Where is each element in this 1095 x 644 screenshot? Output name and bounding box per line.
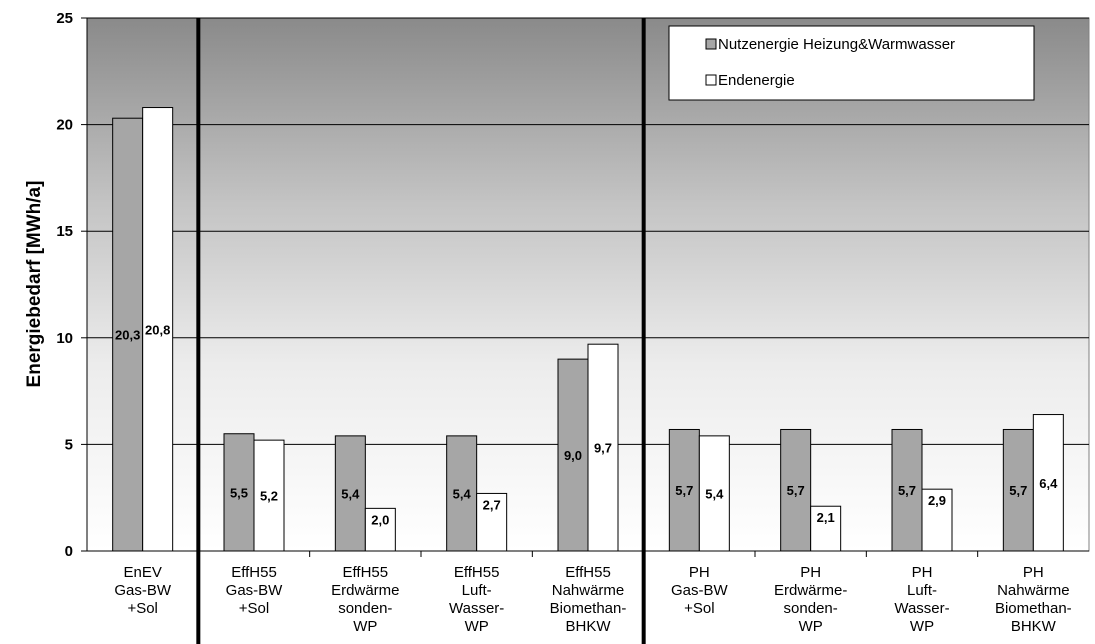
x-category-label: EffH55 Luft-Wasser-WP — [449, 564, 504, 635]
x-category-label-line: Biomethan- — [550, 600, 627, 617]
bar-nutzenergie — [334, 435, 366, 552]
data-label: 20,3 — [115, 328, 140, 343]
data-label: 5,4 — [341, 486, 360, 501]
x-category-label-line: Luft- — [907, 582, 937, 599]
data-labels: 20,3 20,8 5,5 5,2 5,4 2,0 5,4 2,7 9,0 9,7 5,7 5,4 5,… — [115, 322, 1058, 529]
y-tick-label: 20 — [56, 117, 73, 134]
x-category-label-line: Erdwärme- — [774, 582, 847, 599]
bar-nutzenergie — [780, 428, 812, 552]
x-category-label-line: PH — [1023, 564, 1044, 581]
legend-swatch-endenergie — [705, 74, 717, 86]
x-category-label-line: +Sol — [127, 600, 157, 617]
data-label: 5,7 — [787, 483, 805, 498]
x-category-label-line: Nahwärme — [997, 582, 1070, 599]
data-label: 6,4 — [1039, 476, 1058, 491]
data-label-bg — [925, 492, 949, 510]
y-tick-label: 0 — [65, 543, 73, 560]
data-label: 2,1 — [817, 510, 835, 525]
x-category-label-line: Wasser- — [894, 600, 949, 617]
x-category-label-line: WP — [353, 618, 377, 635]
x-category-label-line: +Sol — [684, 600, 714, 617]
data-label: 5,4 — [705, 486, 724, 501]
bar-endenergie — [587, 343, 619, 552]
bar-nutzenergie — [891, 428, 923, 552]
x-category-label: EffH55 Nahwärme Biomethan-BHKW — [550, 564, 627, 635]
data-label-bg — [479, 496, 504, 514]
x-category-label-line: PH — [689, 564, 710, 581]
x-category-label-line: BHKW — [1011, 618, 1057, 635]
x-category-label-line: EffH55 — [231, 564, 277, 581]
x-category-label: PH Gas-BW +Sol — [671, 564, 729, 617]
x-category-label-line: EffH55 — [565, 564, 611, 581]
data-label: 2,0 — [371, 512, 389, 527]
x-category-label-line: +Sol — [239, 600, 269, 617]
bar-endenergie — [253, 439, 285, 552]
x-category-label-line: WP — [465, 618, 489, 635]
y-axis-ticks: 0 5 10 15 20 25 — [56, 10, 87, 560]
x-category-label-line: EnEV — [123, 564, 161, 581]
y-tick-label: 15 — [56, 223, 73, 240]
x-category-label-line: EffH55 — [454, 564, 500, 581]
legend-box — [668, 25, 1035, 101]
data-label: 5,2 — [260, 489, 278, 504]
data-label: 5,7 — [898, 483, 916, 498]
data-label: 9,0 — [564, 448, 582, 463]
x-category-label-line: PH — [912, 564, 933, 581]
x-category-label-line: Nahwärme — [552, 582, 625, 599]
legend: Nutzenergie Heizung&Warmwasser Endenergi… — [668, 25, 1035, 101]
x-category-label: EffH55 Erdwärme sonden-WP — [331, 564, 399, 635]
y-tick-label: 25 — [56, 10, 73, 27]
x-category-label-line: Gas-BW — [114, 582, 172, 599]
x-category-label: EffH55 Gas-BW +Sol — [226, 564, 284, 617]
bar-endenergie — [698, 435, 730, 552]
x-category-label-line: WP — [799, 618, 823, 635]
data-label-bg — [813, 509, 838, 527]
data-label-bg — [368, 511, 393, 529]
x-category-label-line: WP — [910, 618, 934, 635]
x-category-label: PH Luft-Wasser-WP — [894, 564, 949, 635]
data-label: 5,7 — [1009, 483, 1027, 498]
y-tick-label: 10 — [56, 330, 73, 347]
legend-label-endenergie: Endenergie — [718, 72, 795, 89]
x-category-label-line: Luft- — [462, 582, 492, 599]
data-label: 2,9 — [928, 493, 946, 508]
x-category-label-line: sonden- — [338, 600, 392, 617]
x-category-label-line: Gas-BW — [671, 582, 729, 599]
x-category-label-line: BHKW — [566, 618, 612, 635]
x-category-label-line: Gas-BW — [226, 582, 284, 599]
legend-label-nutzenergie: Nutzenergie Heizung&Warmwasser — [718, 36, 955, 53]
x-category-label-line: Biomethan- — [995, 600, 1072, 617]
data-label: 9,7 — [594, 441, 612, 456]
x-category-label: PH Erdwärme-sonden-WP — [774, 564, 847, 635]
data-label: 5,4 — [453, 486, 472, 501]
x-category-label-line: EffH55 — [343, 564, 389, 581]
x-category-label-line: PH — [800, 564, 821, 581]
bar-endenergie — [142, 107, 174, 552]
data-label: 20,8 — [145, 322, 170, 337]
data-label: 2,7 — [483, 497, 501, 512]
x-category-label-line: sonden- — [784, 600, 838, 617]
data-label: 5,5 — [230, 485, 248, 500]
x-category-label-line: Wasser- — [449, 600, 504, 617]
y-axis-title: Energiebedarf [MWh/a] — [24, 181, 45, 388]
group-separators — [196, 18, 646, 644]
bar-nutzenergie — [1002, 428, 1034, 552]
x-category-label: PH Nahwärme Biomethan-BHKW — [995, 564, 1072, 635]
bar-endenergie — [1032, 414, 1064, 552]
y-tick-label: 5 — [65, 436, 73, 453]
legend-swatch-nutzenergie — [705, 38, 717, 50]
data-label: 5,7 — [675, 483, 693, 498]
x-category-label: EnEV Gas-BW +Sol — [114, 564, 172, 617]
x-category-label-line: Erdwärme — [331, 582, 399, 599]
